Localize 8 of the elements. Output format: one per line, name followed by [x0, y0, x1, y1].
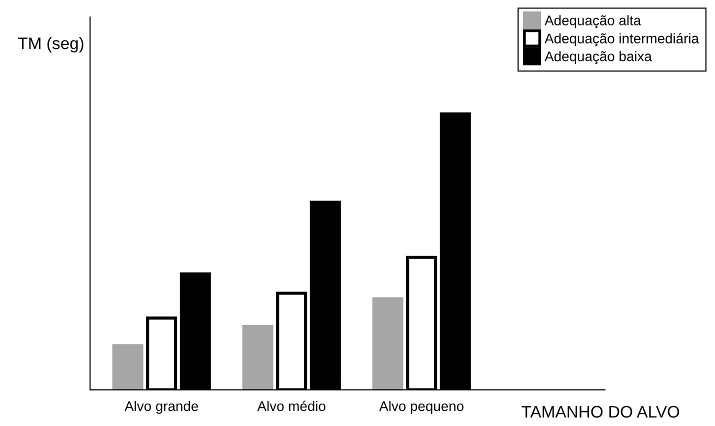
- y-axis-title: TM (seg): [18, 36, 84, 52]
- x-tick-label: Alvo médio: [257, 400, 326, 412]
- legend-label: Adequação alta: [544, 15, 642, 28]
- x-tick-label: Alvo pequeno: [379, 400, 464, 414]
- x-tick-label: Alvo grande: [124, 400, 198, 414]
- x-axis-title: TAMANHO DO ALVO: [522, 406, 680, 418]
- legend-label: Adequação baixa: [544, 51, 652, 64]
- legend-label: Adequação intermediária: [544, 33, 699, 46]
